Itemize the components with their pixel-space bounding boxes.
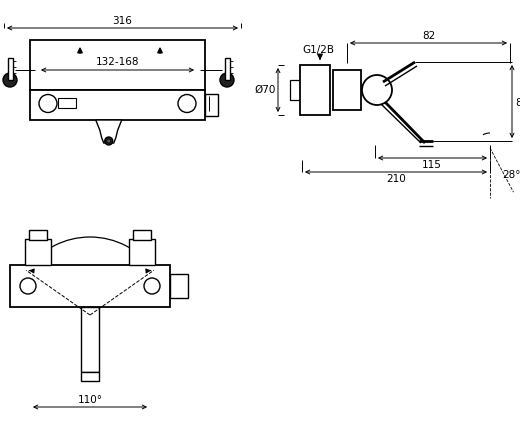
Text: 115: 115 [422, 160, 442, 170]
Text: 132-168: 132-168 [96, 57, 139, 67]
Text: 316: 316 [112, 16, 133, 26]
Bar [29, 230, 47, 240]
Bar [30, 40, 205, 90]
Circle shape [144, 278, 160, 294]
Text: 28°: 28° [502, 170, 520, 180]
Text: 110°: 110° [77, 395, 102, 405]
Bar [133, 230, 151, 240]
Bar [30, 90, 205, 120]
Bar [58, 98, 76, 108]
Circle shape [20, 278, 36, 294]
Text: 210: 210 [386, 174, 406, 184]
Polygon shape [96, 120, 122, 143]
Bar [225, 58, 229, 80]
Bar [290, 80, 302, 100]
Text: 82: 82 [422, 31, 435, 41]
Text: G1/2B: G1/2B [302, 45, 334, 55]
Text: Ø70: Ø70 [255, 85, 276, 95]
Bar [81, 372, 99, 381]
Circle shape [39, 95, 57, 112]
Circle shape [107, 139, 111, 143]
Bar [300, 65, 330, 115]
Bar [10, 265, 170, 307]
Bar [333, 70, 361, 110]
Circle shape [362, 75, 392, 105]
Bar [170, 274, 188, 298]
Bar [81, 307, 99, 372]
Circle shape [105, 137, 113, 145]
Bar [7, 58, 12, 80]
Bar [25, 239, 51, 265]
Circle shape [178, 95, 196, 112]
Bar [129, 239, 155, 265]
Bar [205, 94, 218, 116]
Text: 85: 85 [515, 98, 520, 107]
Circle shape [220, 73, 234, 87]
Circle shape [3, 73, 17, 87]
